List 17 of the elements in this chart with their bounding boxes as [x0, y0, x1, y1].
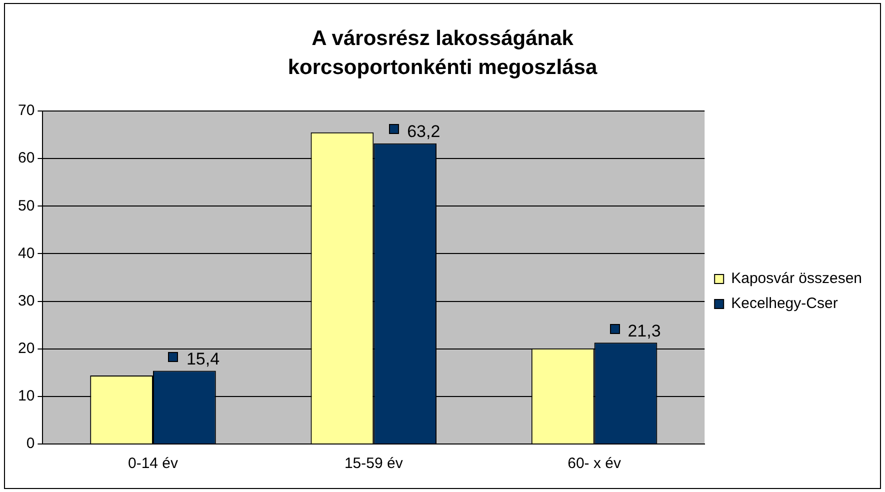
y-tick-label: 30	[18, 292, 35, 310]
y-tick-label: 50	[18, 197, 35, 214]
y-tick-label: 20	[18, 340, 35, 357]
x-tick-label: 0-14 év	[128, 455, 179, 472]
data-label: 21,3	[628, 321, 661, 340]
data-label: 63,2	[407, 122, 440, 142]
legend-label: Kecelhegy-Cser	[731, 295, 838, 312]
x-tick-label: 15-59 év	[344, 455, 404, 472]
y-tick-label: 10	[18, 388, 35, 405]
data-label: 15,4	[186, 349, 220, 368]
legend-label: Kaposvár összesen	[731, 270, 862, 288]
y-tick-label: 60	[18, 150, 35, 167]
y-tick-label: 40	[18, 244, 35, 262]
x-tick-label: 60- x év	[568, 455, 622, 472]
y-tick-label: 0	[26, 435, 35, 452]
chart-title: A városrész lakosságának korcsoportonkénti megoszlása	[286, 26, 598, 81]
y-tick-label: 70	[18, 102, 35, 120]
